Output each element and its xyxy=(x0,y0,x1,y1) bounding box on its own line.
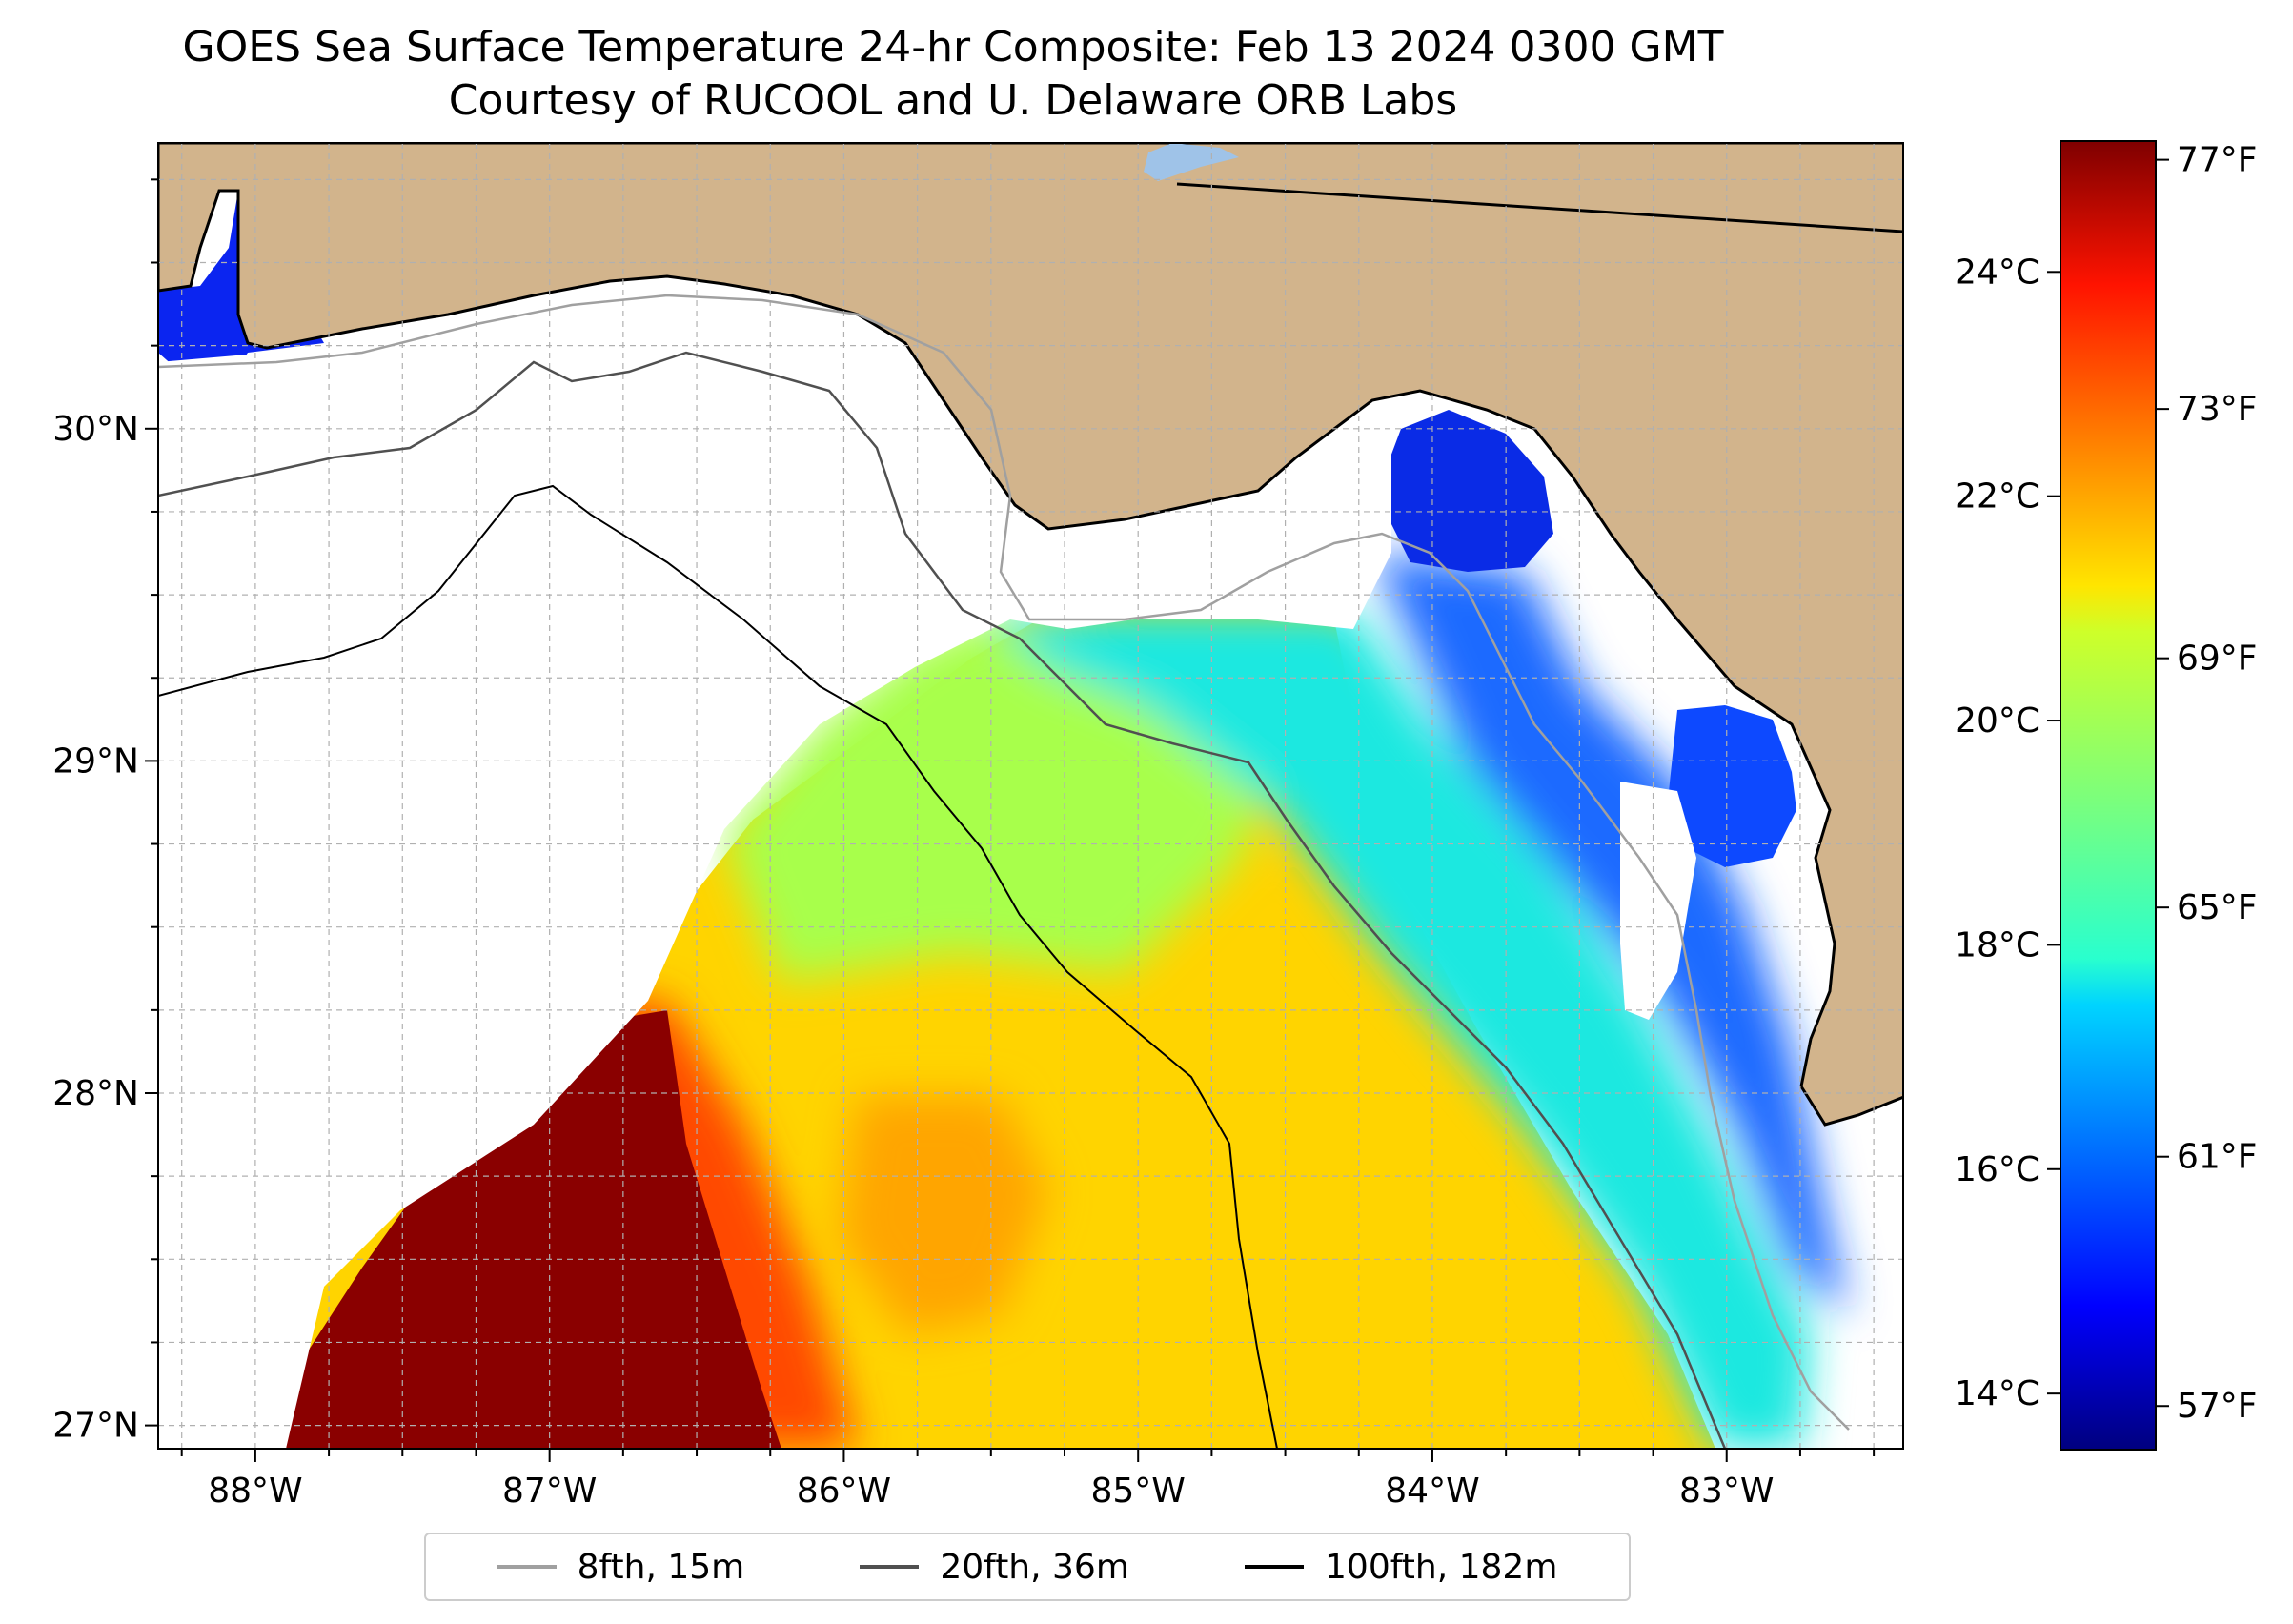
lat-tick-label: 30°N xyxy=(52,410,139,449)
axis-ticks: 88°W 87°W 86°W 85°W 84°W 83°W 27°N 28°N 29°N 30°N xyxy=(52,178,1876,1511)
lon-tick-label: 83°W xyxy=(1679,1472,1774,1511)
fahrenheit-tick-label: 61°F xyxy=(2177,1138,2258,1177)
lon-tick-label: 87°W xyxy=(502,1472,597,1511)
lat-tick-label: 29°N xyxy=(52,741,139,781)
celsius-tick-label: 16°C xyxy=(1955,1150,2039,1189)
map-title: GOES Sea Surface Temperature 24-hr Compo… xyxy=(0,21,1906,128)
isobath-20fth xyxy=(158,351,1727,1449)
isobath-8fth xyxy=(158,294,1850,1431)
lat-tick-label: 27°N xyxy=(52,1407,139,1446)
land-mainland xyxy=(158,143,1903,1127)
lon-tick-label: 85°W xyxy=(1090,1472,1185,1511)
legend-label-20fth: 20fth, 36m xyxy=(940,1547,1129,1587)
legend-swatch-8fth xyxy=(497,1565,557,1569)
sst-cyan-band xyxy=(991,610,1811,1449)
fahrenheit-tick-label: 77°F xyxy=(2177,141,2258,180)
land xyxy=(158,143,1903,1127)
celsius-tick-label: 22°C xyxy=(1955,477,2039,517)
title-line-1: GOES Sea Surface Temperature 24-hr Compo… xyxy=(182,23,1724,71)
legend-item-8fth: 8fth, 15m xyxy=(497,1547,745,1587)
legend-swatch-20fth xyxy=(860,1565,920,1569)
legend-item-20fth: 20fth, 36m xyxy=(860,1548,1129,1587)
fahrenheit-tick-label: 73°F xyxy=(2177,390,2258,429)
lat-tick-label: 28°N xyxy=(52,1074,139,1113)
fahrenheit-tick-label: 57°F xyxy=(2177,1387,2258,1426)
colorbar-ticks: 57°F 61°F 65°F 69°F 73°F 77°F 14°C 16°C 18°C 20°C… xyxy=(1955,141,2257,1427)
isobath-100fth xyxy=(158,484,1278,1449)
sst-blue-bay-north xyxy=(1387,410,1553,572)
legend-swatch-100fth xyxy=(1245,1565,1305,1569)
title-line-2: Courtesy of RUCOOL and U. Delaware ORB L… xyxy=(448,76,1458,125)
fahrenheit-tick-label: 69°F xyxy=(2177,639,2258,679)
gridlines xyxy=(158,143,1903,1449)
sst-field xyxy=(158,191,1849,1449)
sst-darkred-core xyxy=(286,1010,781,1449)
state-border xyxy=(1176,182,1903,233)
map-frame xyxy=(157,142,1904,1450)
lon-tick-label: 86°W xyxy=(797,1472,891,1511)
celsius-tick-label: 20°C xyxy=(1955,701,2039,741)
colorbar xyxy=(2060,140,2157,1451)
sst-blue-nearshore xyxy=(1372,553,1849,1315)
lake xyxy=(1144,143,1239,181)
celsius-tick-label: 24°C xyxy=(1955,253,2039,292)
isobath-legend: 8fth, 15m 20fth, 36m 100fth, 182m xyxy=(424,1533,1631,1601)
legend-label-100fth: 100fth, 182m xyxy=(1325,1547,1558,1587)
lon-tick-label: 88°W xyxy=(208,1472,302,1511)
sst-blue-bay-south xyxy=(1668,705,1796,867)
map-content xyxy=(158,143,1903,1449)
celsius-tick-label: 14°C xyxy=(1955,1374,2039,1413)
legend-item-100fth: 100fth, 182m xyxy=(1245,1548,1557,1587)
isobaths xyxy=(158,294,1850,1449)
celsius-tick-label: 18°C xyxy=(1955,925,2039,964)
legend-label-8fth: 8fth, 15m xyxy=(577,1547,745,1587)
fahrenheit-tick-label: 65°F xyxy=(2177,888,2258,927)
sst-orange xyxy=(839,1096,1048,1334)
lon-tick-label: 84°W xyxy=(1385,1472,1479,1511)
